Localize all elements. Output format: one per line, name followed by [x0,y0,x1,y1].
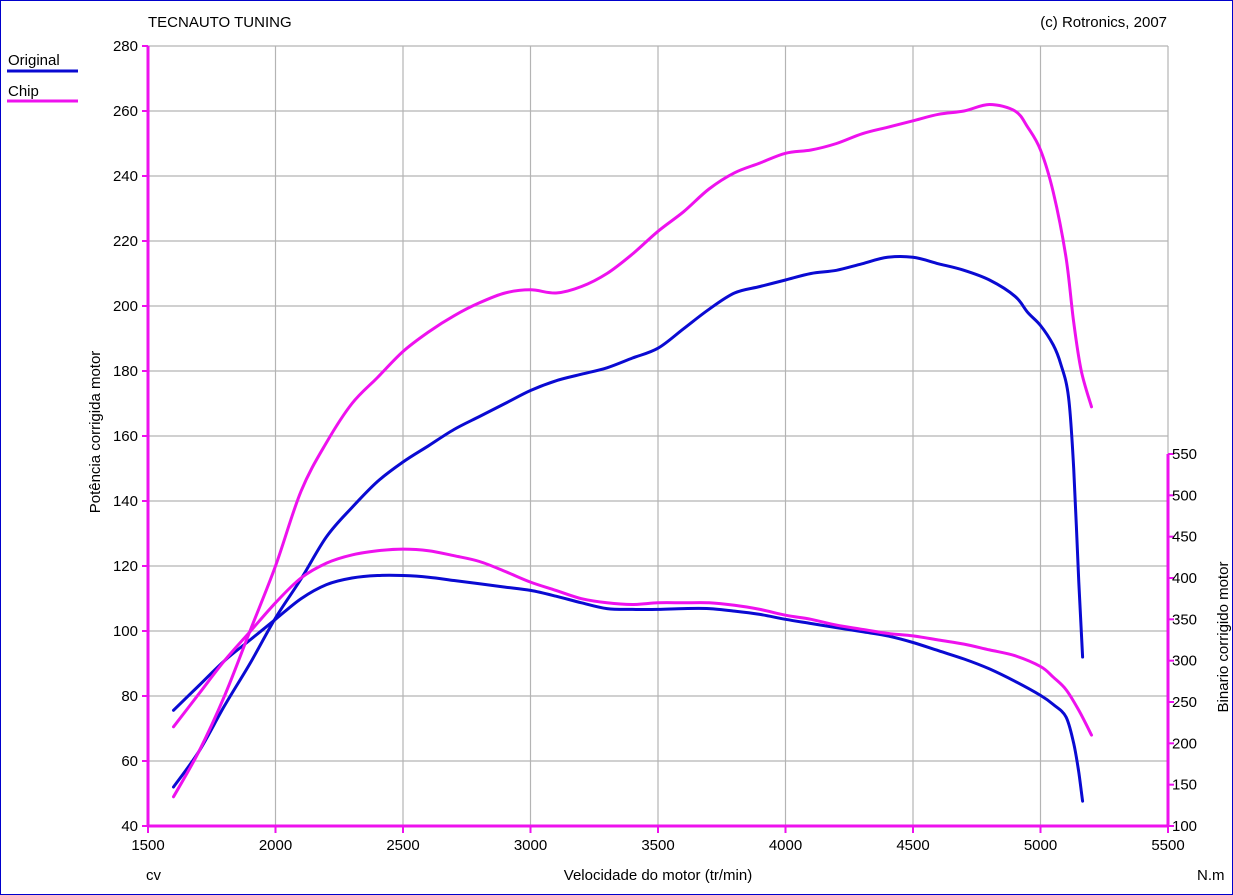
y-right-tick-label: 150 [1172,777,1197,794]
y-right-tick-label: 400 [1172,570,1197,587]
y-right-tick-label: 500 [1172,487,1197,504]
unit-right: N.m [1197,867,1225,884]
y-right-tick-label: 250 [1172,694,1197,711]
y-left-tick-label: 220 [113,233,138,250]
y-left-tick-label: 240 [113,168,138,185]
y-right-tick-label: 450 [1172,529,1197,546]
y-left-tick-label: 180 [113,363,138,380]
y-axis-right-label: Binario corrigido motor [1215,562,1232,713]
x-tick-label: 2000 [259,837,292,854]
y-left-tick-label: 100 [113,623,138,640]
chart-title-left: TECNAUTO TUNING [148,14,292,31]
y-left-tick-label: 80 [121,688,138,705]
x-tick-label: 1500 [131,837,164,854]
y-left-tick-label: 200 [113,298,138,315]
y-right-tick-label: 200 [1172,735,1197,752]
y-right-tick-label: 100 [1172,818,1197,835]
series-line-chip-torque [172,547,1093,737]
y-left-tick-label: 60 [121,753,138,770]
curves [172,103,1093,803]
series-line-chip-power [172,103,1093,799]
y-left-tick-label: 140 [113,493,138,510]
y-left-tick-label: 160 [113,428,138,445]
legend: Original Chip [7,52,78,103]
y-axis-left-label: Potência corrigida motor [87,351,104,514]
y-right-tick-label: 550 [1172,446,1197,463]
x-tick-label: 5000 [1024,837,1057,854]
x-axis-label: Velocidade do motor (tr/min) [564,867,752,884]
x-tick-label: 3000 [514,837,547,854]
y-right-tick-label: 350 [1172,611,1197,628]
series-line-original-torque [172,573,1085,803]
legend-label-original: Original [8,52,60,69]
y-left-tick-label: 260 [113,103,138,120]
chart-title-right: (c) Rotronics, 2007 [1040,14,1167,31]
x-tick-label: 4500 [896,837,929,854]
tick-labels: 1500 2000 2500 3000 3500 4000 4500 5000 5500 40 60… [113,38,1197,854]
x-tick-label: 2500 [386,837,419,854]
series-line-original-power [172,254,1085,789]
legend-label-chip: Chip [8,83,39,100]
y-left-tick-label: 40 [121,818,138,835]
grid-lines [148,45,1169,826]
unit-left: cv [146,867,162,884]
axes [142,45,1174,833]
x-tick-label: 5500 [1151,837,1184,854]
y-right-tick-label: 300 [1172,653,1197,670]
y-left-tick-label: 280 [113,38,138,55]
x-tick-label: 4000 [769,837,802,854]
x-tick-label: 3500 [641,837,674,854]
y-left-tick-label: 120 [113,558,138,575]
